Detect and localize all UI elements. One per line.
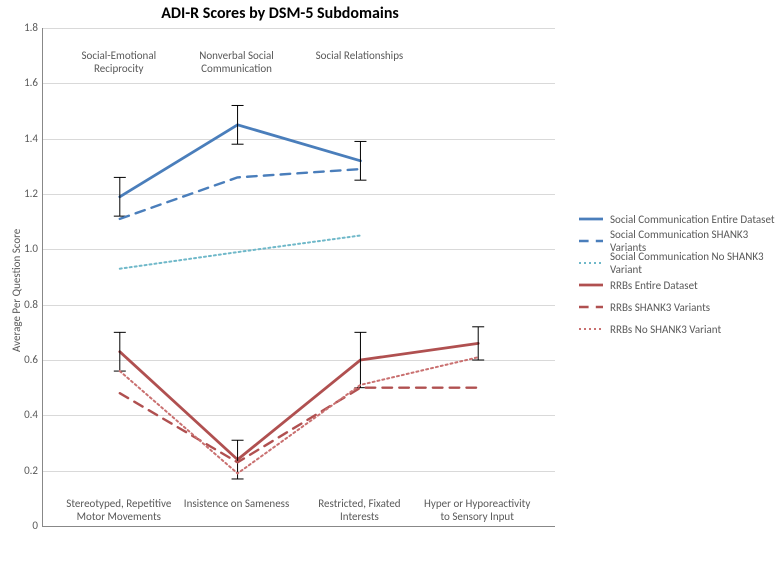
legend-swatch — [578, 278, 604, 292]
grid-line — [43, 28, 555, 29]
y-tick-label: 0.6 — [12, 353, 38, 366]
grid-line — [43, 471, 555, 472]
legend-label: Social Communication Entire Dataset — [610, 213, 775, 226]
y-tick-label: 0.4 — [12, 408, 38, 421]
legend-item-rrb_shank3: RRBs SHANK3 Variants — [578, 296, 778, 318]
legend-label: RRBs SHANK3 Variants — [610, 301, 710, 314]
series-rrb_shank3 — [120, 388, 478, 463]
legend-swatch — [578, 300, 604, 314]
legend-swatch — [578, 256, 604, 270]
grid-line — [43, 194, 555, 195]
bottom-category-label: Stereotyped, Repetitive Motor Movements — [61, 498, 177, 523]
grid-line — [43, 83, 555, 84]
chart-title: ADI-R Scores by DSM-5 Subdomains — [0, 4, 560, 23]
grid-line — [43, 139, 555, 140]
series-sc_entire — [120, 125, 361, 197]
plot-area — [42, 28, 555, 527]
grid-line — [43, 360, 555, 361]
bottom-category-label: Hyper or Hyporeactivity to Sensory Input — [419, 498, 535, 523]
series-sc_no_shank3 — [120, 236, 361, 269]
legend: Social Communication Entire Dataset Socia… — [578, 208, 778, 340]
top-category-label: Social-Emotional Reciprocity — [64, 50, 174, 75]
top-category-label: Social Relationships — [304, 50, 414, 63]
y-tick-label: 1.6 — [12, 76, 38, 89]
line-layer — [43, 28, 555, 526]
legend-item-sc_no_shank3: Social Communication No SHANK3 Variant — [578, 252, 778, 274]
y-tick-label: 1.8 — [12, 21, 38, 34]
y-tick-label: 1.0 — [12, 242, 38, 255]
legend-swatch — [578, 212, 604, 226]
grid-line — [43, 415, 555, 416]
y-tick-label: 0.2 — [12, 464, 38, 477]
chart-container: ADI-R Scores by DSM-5 Subdomains Average… — [0, 0, 778, 562]
y-tick-label: 0 — [12, 519, 38, 532]
legend-item-rrb_entire: RRBs Entire Dataset — [578, 274, 778, 296]
y-tick-label: 0.8 — [12, 298, 38, 311]
legend-label: RRBs No SHANK3 Variant — [610, 323, 721, 336]
grid-line — [43, 249, 555, 250]
legend-label: RRBs Entire Dataset — [610, 279, 698, 292]
legend-swatch — [578, 322, 604, 336]
legend-label: Social Communication No SHANK3 Variant — [610, 250, 778, 276]
grid-line — [43, 305, 555, 306]
legend-swatch — [578, 234, 604, 248]
y-tick-label: 1.2 — [12, 187, 38, 200]
top-category-label: Nonverbal Social Communication — [182, 50, 292, 75]
legend-item-rrb_no_shank3: RRBs No SHANK3 Variant — [578, 318, 778, 340]
legend-item-sc_entire: Social Communication Entire Dataset — [578, 208, 778, 230]
y-tick-label: 1.4 — [12, 132, 38, 145]
bottom-category-label: Insistence on Sameness — [179, 498, 295, 511]
bottom-category-label: Restricted, Fixated Interests — [301, 498, 417, 523]
legend-item-sc_shank3: Social Communication SHANK3 Variants — [578, 230, 778, 252]
